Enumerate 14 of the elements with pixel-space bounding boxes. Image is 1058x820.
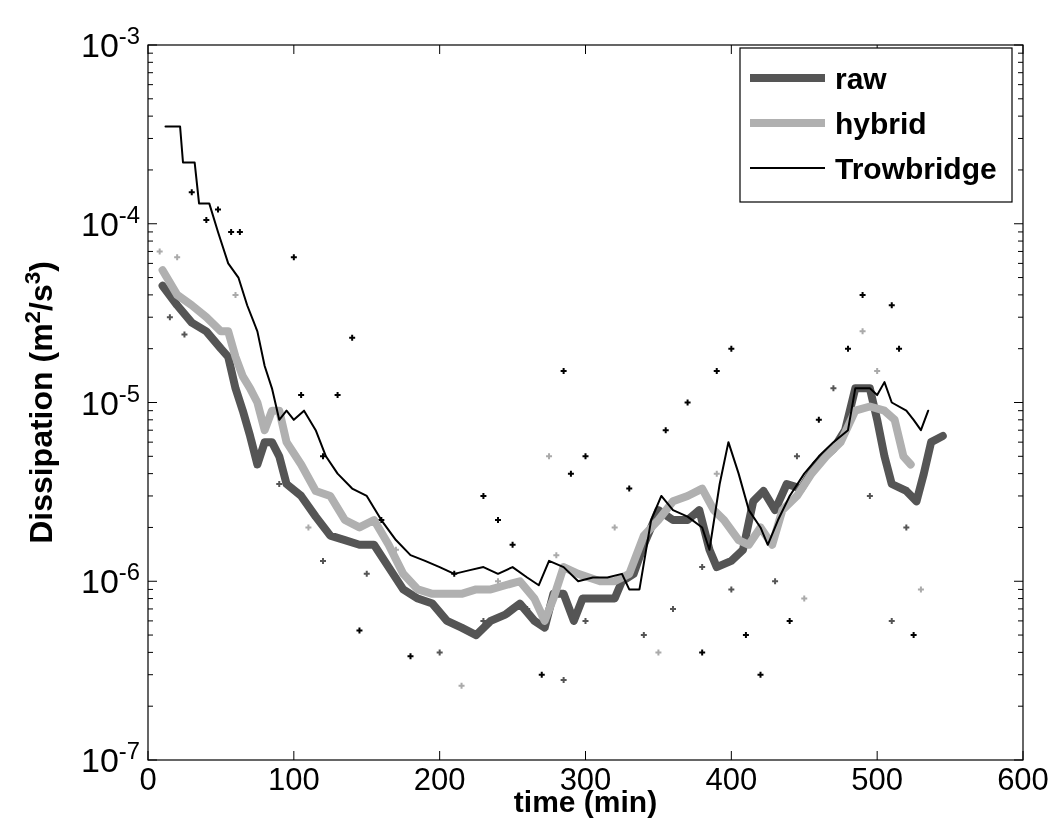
x-tick-label: 100 — [267, 762, 320, 797]
y-tick-label: 10$^{-3}$ — [81, 21, 140, 64]
legend-label: hybrid — [835, 107, 927, 140]
y-tick-label: 10$^{-4}$ — [81, 200, 140, 243]
legend-label: raw — [835, 62, 888, 95]
x-tick-label: 200 — [413, 762, 466, 797]
x-tick-label: 400 — [705, 762, 758, 797]
x-tick-label: 600 — [997, 762, 1049, 797]
y-tick-label: 10$^{-7}$ — [81, 736, 140, 779]
y-tick-label: 10$^{-5}$ — [81, 379, 140, 422]
y-tick-label: 10$^{-6}$ — [81, 557, 140, 601]
x-tick-label: 500 — [851, 762, 904, 797]
legend-label: Trowbridge — [835, 152, 997, 185]
x-tick-label: 0 — [139, 762, 157, 797]
